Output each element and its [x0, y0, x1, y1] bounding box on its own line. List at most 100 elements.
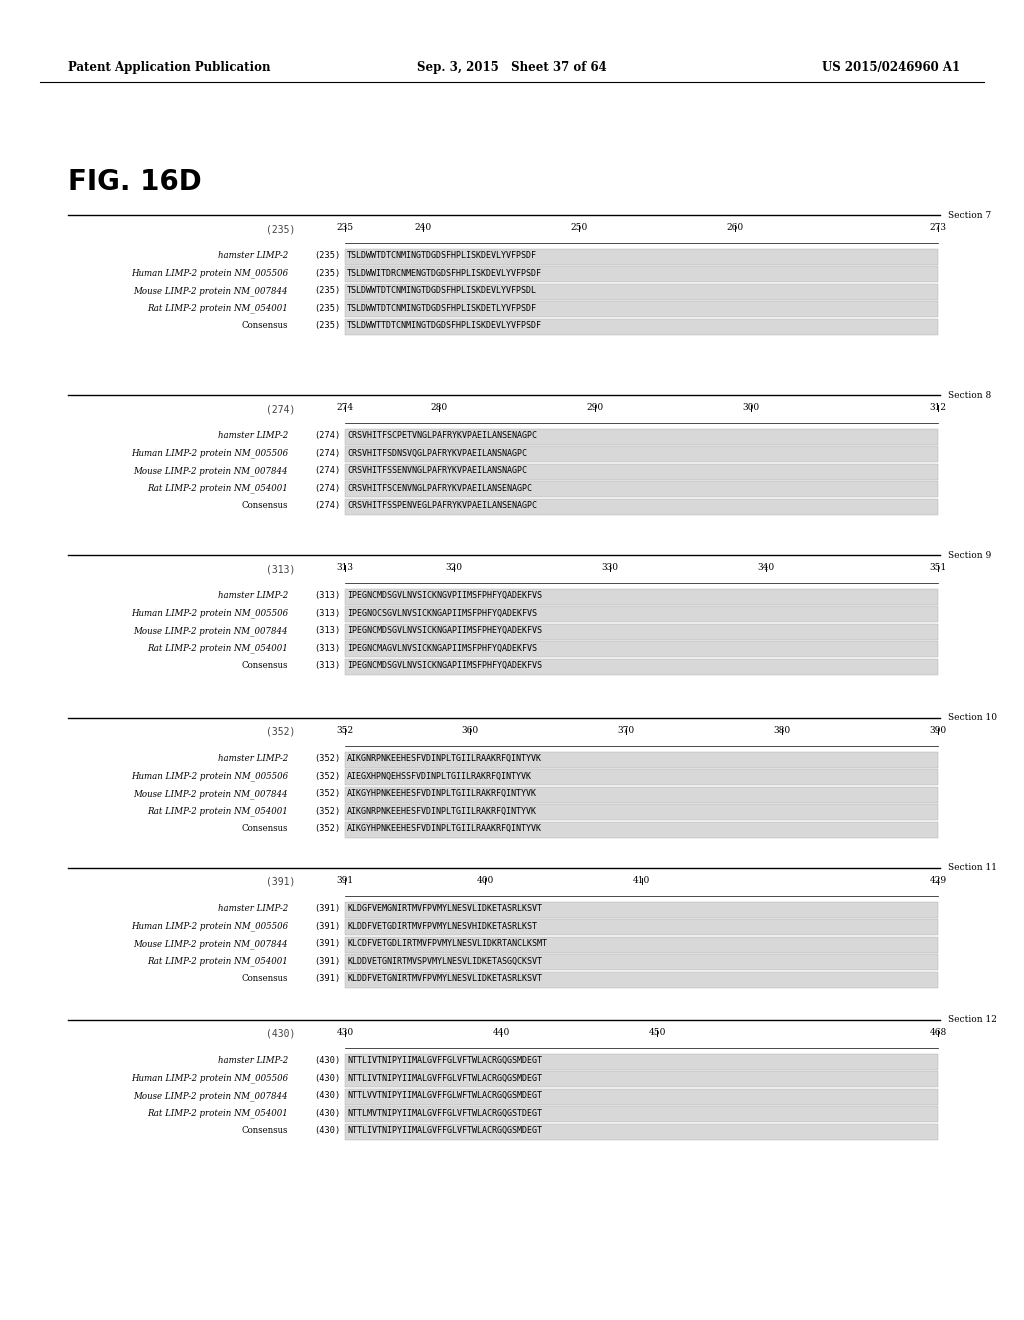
Text: hamster LIMP-2: hamster LIMP-2 [218, 754, 288, 763]
Text: 313: 313 [337, 564, 353, 572]
Text: Rat LIMP-2 protein NM_054001: Rat LIMP-2 protein NM_054001 [147, 957, 288, 966]
Bar [345, 446, 938, 462]
Text: FIG. 16D: FIG. 16D [68, 168, 202, 195]
Text: IPEGNCMDSGVLNVSICKNGAPIIMSFPHFYQADEKFVS: IPEGNCMDSGVLNVSICKNGAPIIMSFPHFYQADEKFVS [347, 661, 542, 671]
Text: 390: 390 [930, 726, 946, 735]
Text: (391): (391) [313, 940, 340, 948]
Text: (313): (313) [313, 591, 340, 601]
Text: Section 12: Section 12 [948, 1015, 997, 1024]
Text: Rat LIMP-2 protein NM_054001: Rat LIMP-2 protein NM_054001 [147, 807, 288, 816]
Text: Rat LIMP-2 protein NM_054001: Rat LIMP-2 protein NM_054001 [147, 483, 288, 494]
Bar [345, 1106, 938, 1122]
Text: Consensus: Consensus [242, 661, 288, 671]
Text: 400: 400 [477, 876, 494, 884]
Text: 312: 312 [930, 403, 946, 412]
Text: (352): (352) [313, 772, 340, 781]
Text: IPEGNCMAGVLNVSICKNGAPIIMSFPHFYQADEKFVS: IPEGNCMAGVLNVSICKNGAPIIMSFPHFYQADEKFVS [347, 644, 537, 653]
Text: NTTLVVTNIPYIIMALGVFFGLWFTWLACRGQGSMDEGT: NTTLVVTNIPYIIMALGVFFGLWFTWLACRGQGSMDEGT [347, 1092, 542, 1101]
Text: TSLDWWTDTCNMINGTDGDSFHPLISKDEVLYVFPSDL: TSLDWWTDTCNMINGTDGDSFHPLISKDEVLYVFPSDL [347, 286, 537, 296]
Text: (391): (391) [313, 904, 340, 913]
Text: Mouse LIMP-2 protein NM_007844: Mouse LIMP-2 protein NM_007844 [133, 286, 288, 296]
Text: Section 8: Section 8 [948, 391, 991, 400]
Text: (274): (274) [313, 484, 340, 492]
Text: Human LIMP-2 protein NM_005506: Human LIMP-2 protein NM_005506 [131, 921, 288, 931]
Text: (430): (430) [313, 1092, 340, 1101]
Bar [345, 1089, 938, 1105]
Bar [345, 267, 938, 282]
Text: (352): (352) [265, 727, 295, 737]
Text: TSLDWWTDTCNMINGTDGDSFHPLISKDETLYVFPSDF: TSLDWWTDTCNMINGTDGDSFHPLISKDETLYVFPSDF [347, 304, 537, 313]
Text: CRSVHITFSSENVNGLPAFRYKVPAEILANSNAGPC: CRSVHITFSSENVNGLPAFRYKVPAEILANSNAGPC [347, 466, 527, 475]
Text: 320: 320 [445, 564, 463, 572]
Bar [345, 821, 938, 838]
Bar [345, 284, 938, 300]
Bar [345, 499, 938, 515]
Text: Mouse LIMP-2 protein NM_007844: Mouse LIMP-2 protein NM_007844 [133, 626, 288, 636]
Bar [345, 1123, 938, 1139]
Text: 330: 330 [602, 564, 618, 572]
Text: (352): (352) [313, 754, 340, 763]
Text: (235): (235) [313, 286, 340, 296]
Text: (235): (235) [313, 269, 340, 279]
Text: 450: 450 [648, 1028, 666, 1038]
Text: AIKGNRPNKEEHESFVDINPLTGIILRAKRFQINTYVK: AIKGNRPNKEEHESFVDINPLTGIILRAKRFQINTYVK [347, 807, 537, 816]
Text: 250: 250 [570, 223, 588, 232]
Text: Human LIMP-2 protein NM_005506: Human LIMP-2 protein NM_005506 [131, 771, 288, 781]
Text: 370: 370 [617, 726, 635, 735]
Text: Consensus: Consensus [242, 321, 288, 330]
Text: KLDDFVETGNIRTMVFPVMYLNESVLIDKETASRLKSVT: KLDDFVETGNIRTMVFPVMYLNESVLIDKETASRLKSVT [347, 974, 542, 983]
Text: KLDGFVEMGNIRTMVFPVMYLNESVLIDKETASRLKSVT: KLDGFVEMGNIRTMVFPVMYLNESVLIDKETASRLKSVT [347, 904, 542, 913]
Text: Consensus: Consensus [242, 825, 288, 833]
Text: (313): (313) [313, 661, 340, 671]
Text: (274): (274) [313, 449, 340, 458]
Bar [345, 463, 938, 479]
Text: (352): (352) [313, 807, 340, 816]
Bar [345, 482, 938, 498]
Text: (430): (430) [313, 1126, 340, 1135]
Bar [345, 589, 938, 605]
Bar [345, 954, 938, 970]
Text: AIKGYHPNKEEHESFVDINPLTGIILRAAKRFQINTYVK: AIKGYHPNKEEHESFVDINPLTGIILRAAKRFQINTYVK [347, 825, 542, 833]
Text: IPEGNCMDSGVLNVSICKNGVPIIMSFPHFYQADEKFVS: IPEGNCMDSGVLNVSICKNGVPIIMSFPHFYQADEKFVS [347, 591, 542, 601]
Text: US 2015/0246960 A1: US 2015/0246960 A1 [822, 62, 961, 74]
Text: Human LIMP-2 protein NM_005506: Human LIMP-2 protein NM_005506 [131, 449, 288, 458]
Bar [345, 301, 938, 317]
Bar [345, 804, 938, 820]
Text: hamster LIMP-2: hamster LIMP-2 [218, 591, 288, 601]
Text: AIKGYHPNKEEHESFVDINPLTGIILRAKRFQINTYVK: AIKGYHPNKEEHESFVDINPLTGIILRAKRFQINTYVK [347, 789, 537, 799]
Text: (391): (391) [313, 957, 340, 966]
Text: (274): (274) [265, 404, 295, 414]
Text: 260: 260 [727, 223, 743, 232]
Text: Mouse LIMP-2 protein NM_007844: Mouse LIMP-2 protein NM_007844 [133, 466, 288, 475]
Text: Mouse LIMP-2 protein NM_007844: Mouse LIMP-2 protein NM_007844 [133, 789, 288, 799]
Text: NTTLIVTNIPYIIMALGVFFGLVFTWLACRGQGSMDEGT: NTTLIVTNIPYIIMALGVFFGLVFTWLACRGQGSMDEGT [347, 1126, 542, 1135]
Text: 274: 274 [337, 403, 353, 412]
Text: 410: 410 [633, 876, 650, 884]
Bar [345, 642, 938, 657]
Text: (391): (391) [265, 876, 295, 887]
Text: (430): (430) [313, 1109, 340, 1118]
Bar [345, 1053, 938, 1069]
Text: (391): (391) [313, 974, 340, 983]
Text: Consensus: Consensus [242, 502, 288, 511]
Text: AIEGXHPNQEHSSFVDINPLTGIILRAKRFQINTYVK: AIEGXHPNQEHSSFVDINPLTGIILRAKRFQINTYVK [347, 772, 532, 781]
Bar [345, 787, 938, 803]
Text: Human LIMP-2 protein NM_005506: Human LIMP-2 protein NM_005506 [131, 1073, 288, 1084]
Text: (352): (352) [313, 789, 340, 799]
Bar [345, 919, 938, 935]
Text: Mouse LIMP-2 protein NM_007844: Mouse LIMP-2 protein NM_007844 [133, 939, 288, 949]
Bar [345, 429, 938, 445]
Bar [345, 1071, 938, 1088]
Text: IPEGNCMDSGVLNVSICKNGAPIIMSFPHEYQADEKFVS: IPEGNCMDSGVLNVSICKNGAPIIMSFPHEYQADEKFVS [347, 627, 542, 635]
Text: KLDDFVETGDIRTMVFPVMYLNESVHIDKETASRLKST: KLDDFVETGDIRTMVFPVMYLNESVHIDKETASRLKST [347, 921, 537, 931]
Text: TSLDWWITDRCNMENGTDGDSFHPLISKDEVLYVFPSDF: TSLDWWITDRCNMENGTDGDSFHPLISKDEVLYVFPSDF [347, 269, 542, 279]
Text: KLDDVETGNIRTMVSPVMYLNESVLIDKETASGQCKSVT: KLDDVETGNIRTMVSPVMYLNESVLIDKETASGQCKSVT [347, 957, 542, 966]
Text: CRSVHITFSSPENVEGLPAFRYKVPAEILANSENAGPC: CRSVHITFSSPENVEGLPAFRYKVPAEILANSENAGPC [347, 502, 537, 511]
Text: 300: 300 [742, 403, 760, 412]
Bar [345, 623, 938, 640]
Text: IPEGNOCSGVLNVSICKNGAPIIMSFPHFYQADEKFVS: IPEGNOCSGVLNVSICKNGAPIIMSFPHFYQADEKFVS [347, 609, 537, 618]
Text: hamster LIMP-2: hamster LIMP-2 [218, 904, 288, 913]
Text: TSLDWWTDTCNMINGTDGDSFHPLISKDEVLYVFPSDF: TSLDWWTDTCNMINGTDGDSFHPLISKDEVLYVFPSDF [347, 251, 537, 260]
Text: NTTLIVTNIPYIIMALGVFFGLVFTWLACRGQGSMDEGT: NTTLIVTNIPYIIMALGVFFGLVFTWLACRGQGSMDEGT [347, 1056, 542, 1065]
Text: 429: 429 [930, 876, 946, 884]
